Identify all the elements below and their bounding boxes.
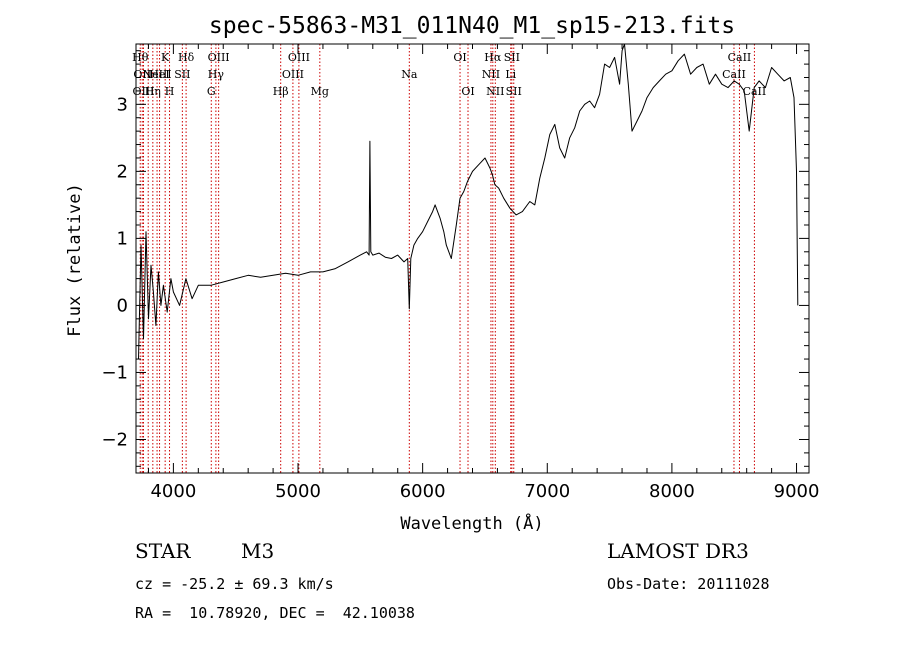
spectral-line-markers bbox=[139, 44, 755, 473]
spectral-line-label: Hθ bbox=[132, 51, 149, 64]
spectral-line-label: G bbox=[207, 85, 216, 98]
x-axis-label: Wavelength (Å) bbox=[400, 512, 543, 534]
object-subclass: M3 bbox=[241, 539, 275, 563]
x-axis-ticks: 4000 5000 6000 7000 8000 9000 bbox=[147, 44, 820, 502]
x-tick-label: 7000 bbox=[524, 481, 570, 502]
spectral-line-label: Mg bbox=[311, 85, 329, 98]
spectral-line-label: OIII bbox=[208, 51, 230, 64]
y-tick-label: 1 bbox=[117, 228, 128, 249]
spectral-line-label: Hγ bbox=[208, 68, 225, 81]
spectral-line-label: K bbox=[161, 51, 170, 64]
spectral-line-label: Li bbox=[505, 68, 516, 81]
spectral-line-label: Hβ bbox=[273, 85, 289, 98]
coordinates-text: RA = 10.78920, DEC = 42.10038 bbox=[135, 604, 415, 622]
spectral-line-label: OIII bbox=[282, 68, 304, 81]
spectral-line-label: H bbox=[165, 85, 175, 98]
x-tick-label: 9000 bbox=[774, 481, 820, 502]
spectral-line-label: SII bbox=[504, 51, 520, 64]
spectral-line-label: NeIII bbox=[142, 68, 171, 81]
x-tick-label: 5000 bbox=[275, 481, 321, 502]
x-tick-label: 8000 bbox=[649, 481, 695, 502]
spectral-line-label: OIII bbox=[132, 85, 154, 98]
spectral-line-label: SII bbox=[506, 85, 522, 98]
x-tick-label: 6000 bbox=[400, 481, 446, 502]
object-class: STAR bbox=[135, 539, 191, 563]
obs-date-text: Obs-Date: 20111028 bbox=[607, 575, 770, 593]
y-tick-label: −2 bbox=[101, 429, 128, 450]
spectral-line-label: HeI bbox=[149, 68, 169, 81]
spectral-line-label: OIII bbox=[288, 51, 310, 64]
spectral-line-label: CaII bbox=[743, 85, 767, 98]
redshift-text: cz = -25.2 ± 69.3 km/s bbox=[135, 575, 334, 593]
y-tick-label: 2 bbox=[117, 161, 128, 182]
spectral-line-label: CaII bbox=[728, 51, 752, 64]
spectral-line-label: CaII bbox=[722, 68, 746, 81]
y-axis-ticks: −2 −1 0 1 2 3 bbox=[101, 50, 809, 467]
spectral-line-label: Hα bbox=[484, 51, 502, 64]
y-tick-label: 0 bbox=[117, 295, 128, 316]
y-axis-label: Flux (relative) bbox=[65, 183, 85, 337]
spectral-line-label: OI bbox=[453, 51, 466, 64]
spectral-line-label: SII bbox=[174, 68, 190, 81]
chart-title: spec-55863-M31_011N40_M1_sp15-213.fits bbox=[209, 13, 735, 39]
spectral-line-label: Hη bbox=[145, 85, 161, 98]
y-tick-label: −1 bbox=[101, 362, 128, 383]
series-layer bbox=[138, 43, 799, 360]
spectrum-series-line bbox=[138, 43, 799, 360]
spectral-line-labels: HθOIIOIIIHηNeIIIHeIKHSIIHδGHγOIIIHβOIIIO… bbox=[132, 51, 766, 98]
spectral-line-label: Hδ bbox=[178, 51, 195, 64]
plot-frame bbox=[135, 43, 810, 474]
spectral-line-label: Na bbox=[401, 68, 418, 81]
spectral-line-label: OI bbox=[461, 85, 474, 98]
spectral-line-label: NII bbox=[482, 68, 500, 81]
spectral-line-label: NII bbox=[486, 85, 504, 98]
survey-name: LAMOST DR3 bbox=[607, 539, 749, 563]
x-tick-label: 4000 bbox=[150, 481, 196, 502]
y-tick-label: 3 bbox=[117, 94, 128, 115]
